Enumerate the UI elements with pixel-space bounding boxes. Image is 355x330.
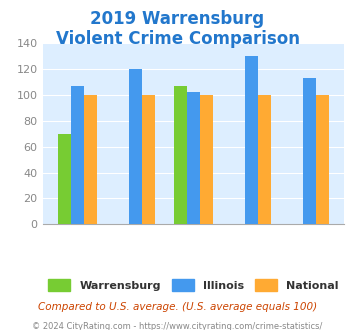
Legend: Warrensburg, Illinois, National: Warrensburg, Illinois, National [44,275,343,295]
Bar [303,78,316,224]
Text: © 2024 CityRating.com - https://www.cityrating.com/crime-statistics/: © 2024 CityRating.com - https://www.city… [32,322,323,330]
Bar [84,95,97,224]
Bar [316,95,329,224]
Text: Compared to U.S. average. (U.S. average equals 100): Compared to U.S. average. (U.S. average … [38,302,317,312]
Bar [142,95,154,224]
Bar [245,56,258,224]
Bar [187,92,200,224]
Bar [71,86,84,224]
Bar [58,134,71,224]
Bar [174,86,187,224]
Text: Violent Crime Comparison: Violent Crime Comparison [55,30,300,48]
Bar [129,69,142,224]
Bar [258,95,271,224]
Bar [200,95,213,224]
Text: 2019 Warrensburg: 2019 Warrensburg [91,10,264,28]
